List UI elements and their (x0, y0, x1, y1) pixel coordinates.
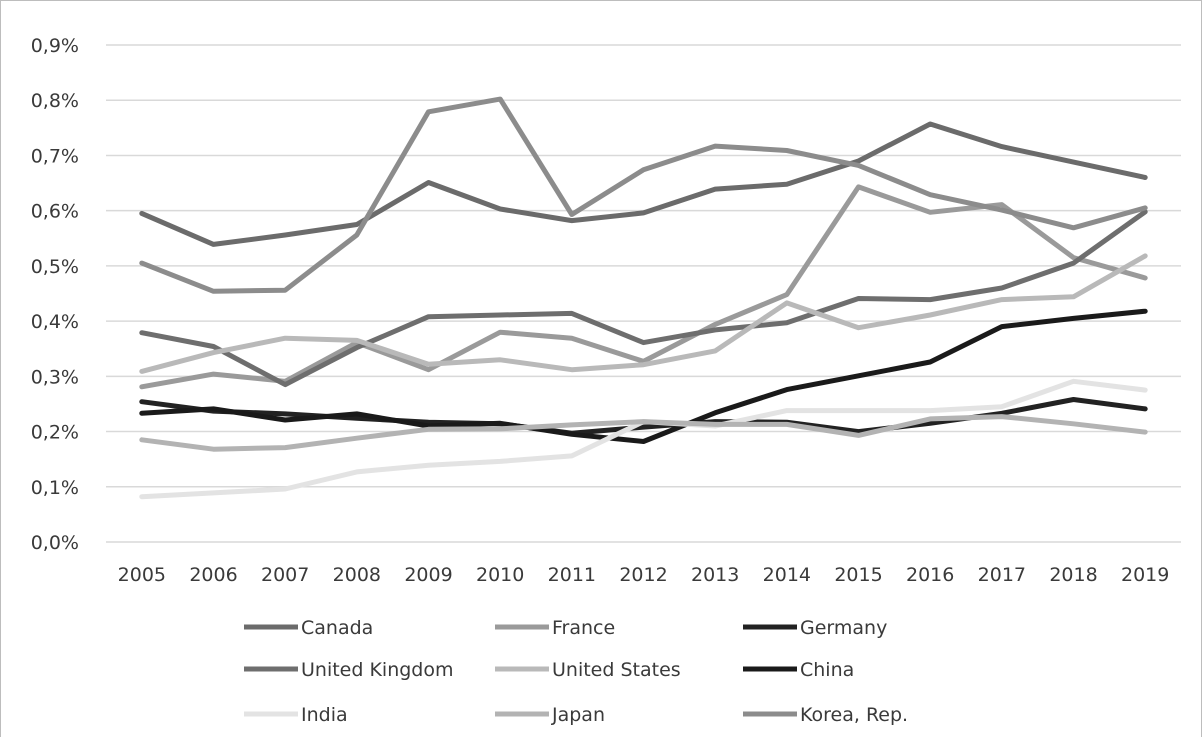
gridlines (106, 44, 1181, 543)
legend: Canada France Germany United Kingdom United … (244, 617, 908, 726)
legend-item-united-kingdom: United Kingdom (244, 659, 454, 681)
legend-label: Germany (800, 617, 887, 639)
y-tick-label: 0,9% (31, 35, 79, 57)
x-tick-label: 2014 (763, 564, 811, 586)
legend-label: India (301, 704, 348, 726)
legend-item-france: France (495, 617, 615, 639)
x-tick-label: 2017 (978, 564, 1026, 586)
series-line-canada (139, 121, 1148, 247)
legend-item-india: India (244, 704, 348, 726)
legend-item-germany: Germany (743, 617, 887, 639)
x-tick-label: 2019 (1121, 564, 1169, 586)
y-tick-label: 0,7% (31, 145, 79, 167)
legend-label: Canada (301, 617, 373, 639)
x-tick-label: 2010 (476, 564, 524, 586)
y-tick-label: 0,5% (31, 256, 79, 278)
x-axis-ticks: 2005 2006 2007 2008 2009 2010 2011 2012 2013 2014… (118, 564, 1170, 586)
x-tick-label: 2012 (619, 564, 667, 586)
x-tick-label: 2016 (906, 564, 954, 586)
y-tick-label: 0,1% (31, 477, 79, 499)
series-line-china (139, 308, 1148, 444)
series-line-korea-rep (139, 96, 1148, 294)
y-tick-label: 0,3% (31, 366, 79, 388)
y-axis-ticks: 0,0% 0,1% 0,2% 0,3% 0,4% 0,5% 0,6% 0,7% 0,8% 0,9% (31, 35, 79, 554)
x-tick-label: 2013 (691, 564, 739, 586)
legend-item-china: China (743, 659, 854, 681)
x-tick-label: 2011 (548, 564, 596, 586)
x-tick-label: 2008 (333, 564, 381, 586)
x-tick-label: 2007 (261, 564, 309, 586)
legend-item-united-states: United States (495, 659, 681, 681)
y-tick-label: 0,0% (31, 532, 79, 554)
legend-item-japan: Japan (495, 704, 605, 726)
y-tick-label: 0,2% (31, 422, 79, 444)
y-tick-label: 0,8% (31, 90, 79, 112)
legend-label: United Kingdom (301, 659, 454, 681)
legend-label: United States (552, 659, 681, 681)
legend-label: France (552, 617, 615, 639)
legend-item-korea-rep: Korea, Rep. (743, 704, 908, 726)
series-lines (139, 96, 1148, 500)
legend-label: Japan (551, 704, 605, 726)
x-tick-label: 2009 (404, 564, 452, 586)
x-tick-label: 2005 (118, 564, 166, 586)
y-tick-label: 0,6% (31, 201, 79, 223)
legend-label: China (800, 659, 854, 681)
series-line-united-kingdom (139, 209, 1148, 388)
x-tick-label: 2015 (834, 564, 882, 586)
legend-item-canada: Canada (244, 617, 373, 639)
series-line-japan (139, 414, 1148, 452)
series-line-united-states (139, 253, 1148, 374)
x-tick-label: 2018 (1049, 564, 1097, 586)
legend-label: Korea, Rep. (800, 704, 908, 726)
x-tick-label: 2006 (189, 564, 237, 586)
y-tick-label: 0,4% (31, 311, 79, 333)
